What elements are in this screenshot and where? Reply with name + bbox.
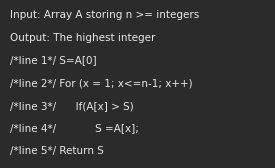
- Text: /*line 3*/      If(A[x] > S): /*line 3*/ If(A[x] > S): [10, 101, 133, 111]
- Text: Input: Array A storing n >= integers: Input: Array A storing n >= integers: [10, 10, 199, 20]
- Text: /*line 5*/ Return S: /*line 5*/ Return S: [10, 146, 103, 156]
- Text: /*line 1*/ S=A[0]: /*line 1*/ S=A[0]: [10, 55, 96, 66]
- Text: /*line 4*/            S =A[x];: /*line 4*/ S =A[x];: [10, 123, 139, 134]
- Text: /*line 2*/ For (x = 1; x<=n-1; x++): /*line 2*/ For (x = 1; x<=n-1; x++): [10, 78, 192, 88]
- Text: Output: The highest integer: Output: The highest integer: [10, 33, 155, 43]
